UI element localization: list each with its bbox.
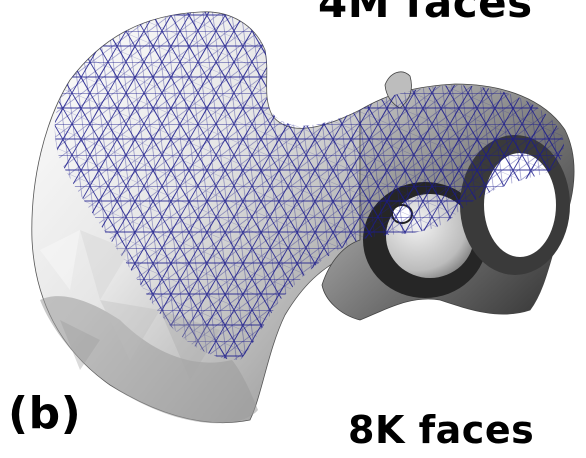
facet-shading [40,230,220,380]
lower-shadow [40,296,258,424]
bottom-caption: 8K faces [348,408,535,452]
top-caption: 4M faces [318,0,533,27]
panel-label: (b) [8,388,82,439]
